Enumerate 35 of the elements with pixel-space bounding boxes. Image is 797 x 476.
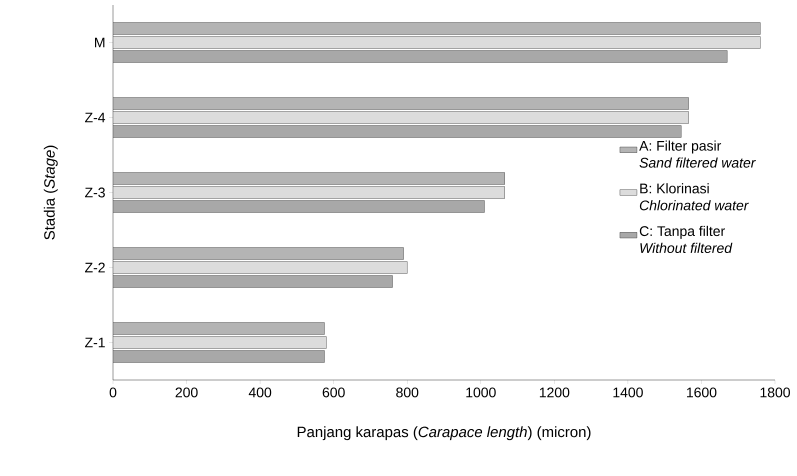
x-tick-label: 1400 bbox=[613, 387, 643, 398]
x-axis-title: Panjang karapas (Carapace length) (micron) bbox=[298, 426, 590, 440]
x-tick-label: 800 bbox=[396, 387, 418, 398]
legend-label: A: Filter pasir Sand filtered water bbox=[639, 140, 756, 168]
bar bbox=[113, 261, 408, 274]
x-tick-label: 1600 bbox=[686, 387, 716, 398]
bar bbox=[113, 186, 505, 199]
y-tick-label: M bbox=[95, 38, 104, 48]
x-tick-label: 1000 bbox=[466, 387, 496, 398]
y-tick-label: Z-1 bbox=[85, 338, 105, 348]
y-tick-label: Z-4 bbox=[85, 112, 106, 122]
x-tick-label: 1200 bbox=[540, 387, 570, 398]
bar bbox=[113, 97, 689, 110]
bar bbox=[113, 247, 404, 260]
x-tick-label: 400 bbox=[248, 387, 272, 398]
legend-label: C: Tanpa filter Without filtered bbox=[640, 226, 732, 254]
y-axis-title: Stadia (Stage) bbox=[44, 146, 58, 240]
bar bbox=[113, 336, 327, 349]
x-tick-label: 0 bbox=[110, 387, 116, 398]
bar bbox=[113, 22, 760, 35]
bar bbox=[113, 50, 728, 63]
bar bbox=[113, 125, 682, 138]
bar bbox=[113, 172, 505, 185]
y-tick-label: Z-3 bbox=[85, 188, 105, 198]
legend-label: B: Klorinasi Chlorinated water bbox=[640, 183, 749, 210]
y-tick-label: Z-2 bbox=[85, 262, 105, 272]
bar bbox=[113, 322, 325, 335]
bar bbox=[113, 350, 325, 363]
bar bbox=[113, 36, 760, 49]
bar bbox=[113, 275, 393, 288]
bar bbox=[113, 111, 689, 124]
x-tick-label: 1800 bbox=[760, 387, 790, 398]
bar bbox=[113, 200, 485, 213]
x-tick-label: 200 bbox=[176, 387, 198, 398]
x-tick-label: 600 bbox=[322, 387, 345, 398]
